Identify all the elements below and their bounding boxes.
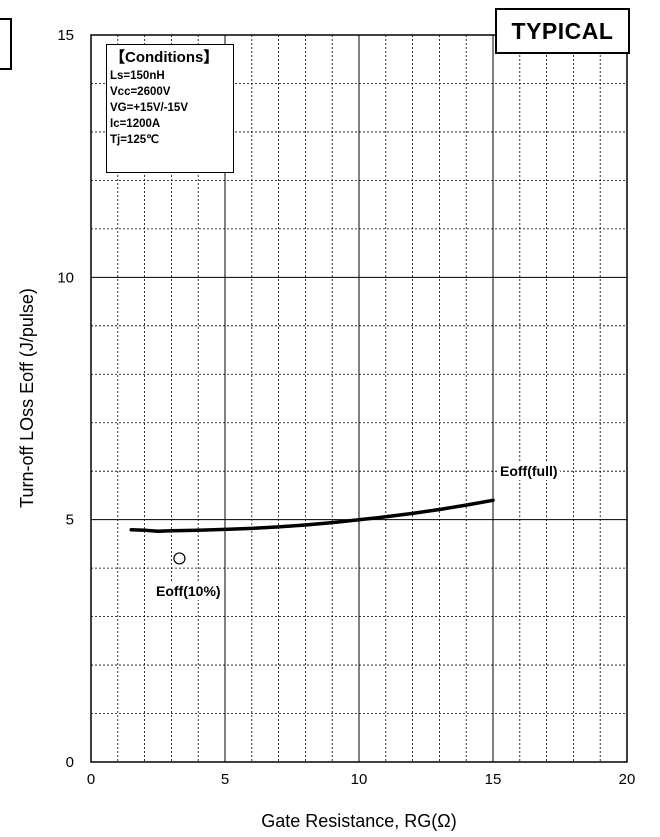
condition-ic: Ic=1200A — [110, 118, 161, 130]
x-tick-label: 10 — [351, 771, 368, 788]
y-tick-label: 10 — [57, 269, 74, 286]
y-tick-label: 15 — [57, 27, 74, 44]
y-tick-label: 5 — [66, 512, 74, 529]
y-axis-label: Turn-off LOss Eoff (J/pulse) — [17, 288, 37, 508]
x-tick-label: 20 — [619, 771, 636, 788]
conditions-title: 【Conditions】 — [110, 49, 219, 66]
cropped-label-box — [0, 18, 12, 70]
plot-frame — [90, 34, 628, 763]
series — [129, 498, 495, 565]
data-point-eoff-10 — [173, 552, 186, 565]
series-line-eoff-full — [129, 498, 495, 534]
condition-vg: VG=+15V/-15V — [110, 102, 188, 114]
conditions-box: 【Conditions】 Ls=150nH Vcc=2600V VG=+15V/… — [106, 44, 234, 173]
series-label-eoff-10: Eoff(10%) — [154, 582, 223, 600]
tick-labels: 0 5 10 15 20 0 5 10 15 — [57, 27, 635, 788]
condition-tj: Tj=125℃ — [110, 134, 160, 146]
x-tick-label: 5 — [221, 771, 229, 788]
typical-badge: TYPICAL — [495, 8, 630, 54]
condition-vcc: Vcc=2600V — [110, 86, 171, 98]
x-tick-label: 0 — [87, 771, 95, 788]
x-axis-label: Gate Resistance, RG(Ω) — [261, 811, 457, 831]
x-tick-label: 15 — [485, 771, 502, 788]
series-label-eoff-full: Eoff(full) — [498, 462, 560, 480]
y-tick-label: 0 — [66, 754, 74, 771]
condition-ls: Ls=150nH — [110, 70, 165, 82]
